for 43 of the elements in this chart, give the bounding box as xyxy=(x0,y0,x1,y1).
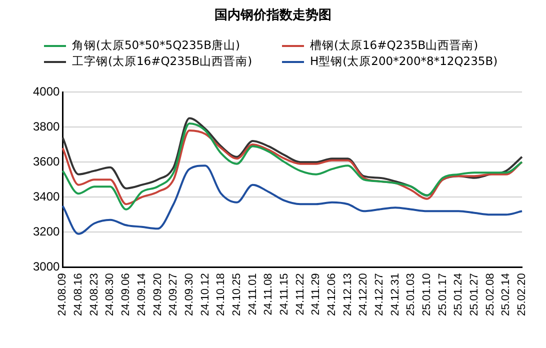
legend-label: 工字钢(太原16#Q235B山西晋南) xyxy=(72,54,252,69)
x-tick-label: 24.11.01 xyxy=(246,273,259,316)
x-tick-label: 24.10.18 xyxy=(215,273,228,316)
legend-label: 槽钢(太原16#Q235B山西晋南) xyxy=(310,38,478,53)
x-tick-label: 24.11.22 xyxy=(294,273,306,316)
x-tick-label: 25.01.10 xyxy=(421,273,434,316)
x-tick-label: 24.12.31 xyxy=(389,273,402,316)
x-tick-label: 24.09.30 xyxy=(183,273,196,316)
legend-label: 角钢(太原50*50*5Q235B唐山) xyxy=(72,38,240,53)
x-tick-label: 25.02.20 xyxy=(516,273,528,316)
x-tick-label: 25.02.14 xyxy=(500,273,512,316)
line-series xyxy=(62,164,523,235)
x-tick-label: 24.12.06 xyxy=(326,273,338,316)
x-tick-label: 24.09.27 xyxy=(168,273,180,316)
x-tick-label: 24.12.13 xyxy=(342,273,354,316)
x-tick-label: 24.12.20 xyxy=(358,273,370,316)
x-tick-label: 24.11.08 xyxy=(262,273,275,316)
x-tick-label: 24.09.14 xyxy=(136,273,148,316)
x-tick-label: 24.08.16 xyxy=(72,273,85,316)
x-tick-label: 24.08.30 xyxy=(104,273,116,316)
legend-label: H型钢(太原200*200*8*12Q235B) xyxy=(310,54,498,69)
x-tick-label: 25.01.03 xyxy=(405,273,418,316)
x-tick-label: 24.10.12 xyxy=(199,273,212,316)
y-tick-label: 3200 xyxy=(32,224,60,238)
line-series xyxy=(62,117,523,196)
x-tick-label: 24.08.09 xyxy=(56,273,69,316)
x-tick-label: 25.01.17 xyxy=(436,273,449,316)
x-tick-label: 24.10.25 xyxy=(230,273,243,316)
y-tick-label: 3000 xyxy=(32,259,60,274)
chart-title: 国内钢价指数走势图 xyxy=(214,7,332,24)
x-tick-label: 24.09.06 xyxy=(120,273,132,316)
y-tick-label: 3400 xyxy=(32,189,60,204)
y-tick-label: 3600 xyxy=(32,154,60,168)
x-tick-label: 24.11.29 xyxy=(310,273,322,316)
x-tick-label: 24.08.23 xyxy=(88,273,100,316)
x-tick-label: 24.11.15 xyxy=(278,273,290,316)
y-tick-label: 4000 xyxy=(32,84,60,98)
x-tick-label: 25.02.08 xyxy=(484,273,496,316)
y-tick-label: 3800 xyxy=(32,119,60,134)
x-tick-label: 24.12.27 xyxy=(373,273,386,316)
x-tick-label: 25.01.27 xyxy=(468,273,481,316)
x-tick-label: 24.09.20 xyxy=(152,273,164,316)
x-tick-label: 25.01.24 xyxy=(452,273,465,316)
